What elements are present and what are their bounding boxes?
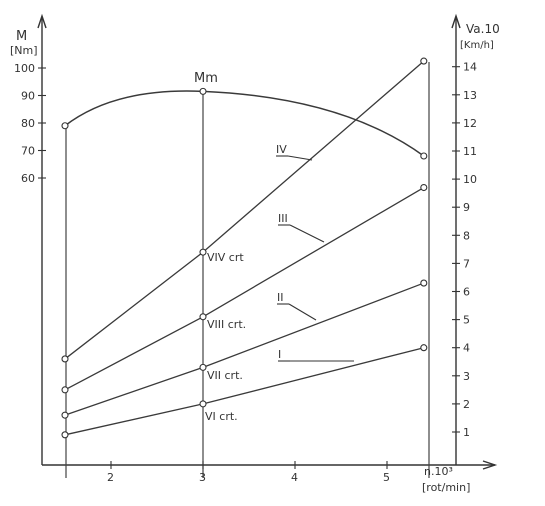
- series-ii-point-0: [61, 411, 69, 419]
- torque-point-1: [199, 87, 207, 95]
- right-tick-label-7: 7: [463, 257, 470, 270]
- right-tick-label-5: 5: [463, 314, 470, 327]
- series-ii-point-2: [420, 279, 428, 287]
- series-line-iv: [64, 60, 425, 360]
- right-tick-label-9: 9: [463, 201, 470, 214]
- torque-curve: [64, 90, 425, 157]
- right-tick-label-14: 14: [463, 61, 477, 74]
- left-tick-label-100: 100: [14, 62, 35, 75]
- right-axis-label-top: Va.10: [466, 22, 500, 36]
- x-tick-label-3: 3: [199, 471, 206, 484]
- series-ii-point-1: [199, 363, 207, 371]
- left-tick-label-90: 90: [21, 90, 35, 103]
- right-axis-label-unit: [Km/h]: [460, 40, 494, 51]
- torque-label: Mm: [194, 71, 218, 86]
- left-axis-label-top: M: [16, 29, 27, 44]
- series-label-iii: III: [278, 212, 288, 225]
- left-y-axis-arrow: [37, 13, 47, 29]
- series-iii-point-1: [199, 313, 207, 321]
- series-i-point-0: [61, 431, 69, 439]
- series-i-point-1: [199, 400, 207, 408]
- right-y-axis-arrow: [451, 13, 461, 29]
- annotation-viii-crt: VIII crt.: [207, 318, 246, 331]
- right-tick-label-4: 4: [463, 342, 470, 355]
- right-tick-label-8: 8: [463, 229, 470, 242]
- series-leader-iv: [287, 155, 313, 161]
- right-tick-label-2: 2: [463, 398, 470, 411]
- annotation-vi-crt: VI crt.: [205, 410, 238, 423]
- right-tick-label-1: 1: [463, 426, 470, 439]
- series-leader-iii: [289, 224, 325, 243]
- torque-point-0: [61, 122, 69, 130]
- right-tick-label-13: 13: [463, 89, 477, 102]
- x-tick-label-4: 4: [291, 471, 298, 484]
- markers-layer: [61, 57, 428, 439]
- x-axis-arrow: [482, 460, 498, 470]
- right-tick-label-3: 3: [463, 370, 470, 383]
- series-label-ii: II: [277, 291, 284, 304]
- x-tick-label-5: 5: [383, 471, 390, 484]
- x-tick-label-2: 2: [107, 471, 114, 484]
- series-iv-point-2: [420, 57, 428, 65]
- torque-point-2: [420, 152, 428, 160]
- left-tick-label-80: 80: [21, 117, 35, 130]
- series-i-point-2: [420, 344, 428, 352]
- series-label-i: I: [278, 348, 281, 361]
- series-line-ii: [64, 282, 425, 416]
- left-tick-label-70: 70: [21, 145, 35, 158]
- series-iii-point-0: [61, 386, 69, 394]
- annotation-vii-crt: VII crt.: [207, 369, 243, 382]
- series-label-iv: IV: [276, 143, 287, 156]
- series-iv-point-0: [61, 355, 69, 363]
- x-axis-label-top: n.10³: [424, 465, 453, 478]
- series-leader-ii: [288, 303, 317, 321]
- right-tick-label-6: 6: [463, 286, 470, 299]
- right-tick-label-11: 11: [463, 145, 477, 158]
- series-iii-point-2: [420, 183, 428, 192]
- left-tick-label-60: 60: [21, 172, 35, 185]
- left-axis-label-unit: [Nm]: [10, 44, 38, 57]
- right-tick-label-12: 12: [463, 117, 477, 130]
- series-line-iii: [64, 186, 425, 391]
- series-iv-point-1: [199, 248, 207, 256]
- x-axis-label-unit: [rot/min]: [422, 481, 470, 494]
- annotation-viv-crt: VIV crt: [207, 251, 244, 264]
- right-tick-label-10: 10: [463, 173, 477, 186]
